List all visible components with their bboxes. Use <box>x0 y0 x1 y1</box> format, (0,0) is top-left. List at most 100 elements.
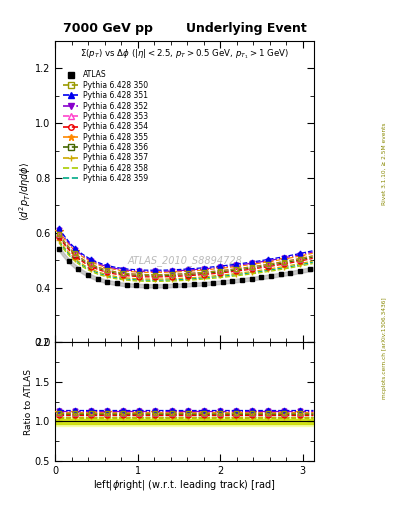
Pythia 6.428 353 <box>224 267 228 273</box>
Pythia 6.428 356 <box>211 269 216 275</box>
Pythia 6.428 359 <box>153 277 158 283</box>
Pythia 6.428 354 <box>214 270 219 276</box>
Pythia 6.428 357 <box>57 237 62 243</box>
ATLAS <box>214 280 219 286</box>
Pythia 6.428 359 <box>285 264 289 270</box>
Pythia 6.428 350 <box>224 267 228 273</box>
Pythia 6.428 351 <box>224 262 228 268</box>
Pythia 6.428 352 <box>285 254 289 261</box>
Pythia 6.428 355 <box>285 255 289 262</box>
Pythia 6.428 355 <box>153 269 158 275</box>
Pythia 6.428 352 <box>233 262 238 268</box>
Pythia 6.428 353 <box>153 271 158 278</box>
Pythia 6.428 359 <box>173 276 177 283</box>
Pythia 6.428 352 <box>211 265 216 271</box>
Line: Pythia 6.428 352: Pythia 6.428 352 <box>57 227 315 274</box>
Pythia 6.428 356 <box>285 259 289 265</box>
Pythia 6.428 359 <box>224 273 228 279</box>
ATLAS <box>153 283 158 289</box>
Pythia 6.428 351 <box>285 253 289 259</box>
Pythia 6.428 350 <box>173 271 177 278</box>
Pythia 6.428 357 <box>153 276 158 282</box>
Pythia 6.428 353 <box>233 266 238 272</box>
Pythia 6.428 356 <box>233 267 238 273</box>
ATLAS <box>310 266 315 272</box>
Pythia 6.428 354 <box>153 274 158 280</box>
Bar <box>55 417 314 426</box>
Pythia 6.428 357 <box>173 275 177 282</box>
Bar <box>55 419 314 424</box>
Pythia 6.428 357 <box>214 272 219 279</box>
Pythia 6.428 357 <box>224 271 228 278</box>
Pythia 6.428 358 <box>57 240 62 246</box>
Y-axis label: $\langle d^2 p_T / d\eta d\phi \rangle$: $\langle d^2 p_T / d\eta d\phi \rangle$ <box>18 162 33 221</box>
Pythia 6.428 354 <box>224 269 228 275</box>
Pythia 6.428 355 <box>310 250 315 257</box>
Pythia 6.428 358 <box>153 279 158 285</box>
Pythia 6.428 351 <box>211 264 216 270</box>
Line: Pythia 6.428 350: Pythia 6.428 350 <box>57 231 315 277</box>
Pythia 6.428 354 <box>285 261 289 267</box>
Pythia 6.428 358 <box>211 275 216 281</box>
Pythia 6.428 350 <box>214 268 219 274</box>
Pythia 6.428 354 <box>211 271 216 277</box>
Pythia 6.428 350 <box>57 231 62 237</box>
Text: 7000 GeV pp: 7000 GeV pp <box>63 22 152 35</box>
Pythia 6.428 350 <box>153 271 158 278</box>
Pythia 6.428 352 <box>57 226 62 232</box>
Pythia 6.428 353 <box>57 231 62 237</box>
Pythia 6.428 351 <box>310 248 315 254</box>
Text: ATLAS_2010_S8894728: ATLAS_2010_S8894728 <box>127 255 242 266</box>
Pythia 6.428 358 <box>233 273 238 279</box>
Pythia 6.428 353 <box>285 258 289 264</box>
Pythia 6.428 355 <box>224 265 228 271</box>
Y-axis label: Ratio to ATLAS: Ratio to ATLAS <box>24 369 33 435</box>
Pythia 6.428 358 <box>285 265 289 271</box>
Pythia 6.428 350 <box>310 253 315 259</box>
Pythia 6.428 354 <box>173 273 177 280</box>
Pythia 6.428 352 <box>224 264 228 270</box>
Pythia 6.428 359 <box>214 274 219 280</box>
ATLAS <box>211 280 216 286</box>
Pythia 6.428 353 <box>214 268 219 274</box>
Line: Pythia 6.428 351: Pythia 6.428 351 <box>57 226 315 273</box>
Pythia 6.428 357 <box>285 263 289 269</box>
Pythia 6.428 351 <box>153 267 158 273</box>
Pythia 6.428 356 <box>214 269 219 275</box>
Pythia 6.428 359 <box>211 274 216 280</box>
Text: Rivet 3.1.10, ≥ 2.5M events: Rivet 3.1.10, ≥ 2.5M events <box>382 122 387 205</box>
Pythia 6.428 359 <box>233 272 238 278</box>
Pythia 6.428 350 <box>211 268 216 274</box>
Line: Pythia 6.428 357: Pythia 6.428 357 <box>56 237 316 282</box>
Pythia 6.428 350 <box>233 266 238 272</box>
Pythia 6.428 356 <box>310 254 315 260</box>
ATLAS <box>233 278 238 284</box>
Pythia 6.428 358 <box>224 274 228 280</box>
ATLAS <box>285 270 289 276</box>
Line: Pythia 6.428 356: Pythia 6.428 356 <box>57 233 315 278</box>
Line: Pythia 6.428 353: Pythia 6.428 353 <box>57 231 315 277</box>
ATLAS <box>57 246 62 252</box>
Line: Pythia 6.428 358: Pythia 6.428 358 <box>59 243 313 282</box>
Pythia 6.428 356 <box>173 272 177 279</box>
Pythia 6.428 353 <box>173 271 177 278</box>
Pythia 6.428 352 <box>214 265 219 271</box>
Pythia 6.428 351 <box>233 261 238 267</box>
Line: Pythia 6.428 354: Pythia 6.428 354 <box>57 234 315 280</box>
Pythia 6.428 354 <box>57 234 62 240</box>
Pythia 6.428 352 <box>173 268 177 274</box>
Pythia 6.428 351 <box>173 267 177 273</box>
Pythia 6.428 350 <box>285 258 289 264</box>
Pythia 6.428 353 <box>211 268 216 274</box>
ATLAS <box>224 279 228 285</box>
Pythia 6.428 355 <box>211 266 216 272</box>
Pythia 6.428 357 <box>233 270 238 276</box>
Pythia 6.428 352 <box>153 268 158 274</box>
Pythia 6.428 358 <box>310 261 315 267</box>
Text: mcplots.cern.ch [arXiv:1306.3436]: mcplots.cern.ch [arXiv:1306.3436] <box>382 297 387 399</box>
Pythia 6.428 359 <box>57 239 62 245</box>
Line: Pythia 6.428 359: Pythia 6.428 359 <box>59 242 313 280</box>
Pythia 6.428 357 <box>310 258 315 264</box>
Legend: ATLAS, Pythia 6.428 350, Pythia 6.428 351, Pythia 6.428 352, Pythia 6.428 353, P: ATLAS, Pythia 6.428 350, Pythia 6.428 35… <box>61 69 149 185</box>
Pythia 6.428 352 <box>310 249 315 255</box>
